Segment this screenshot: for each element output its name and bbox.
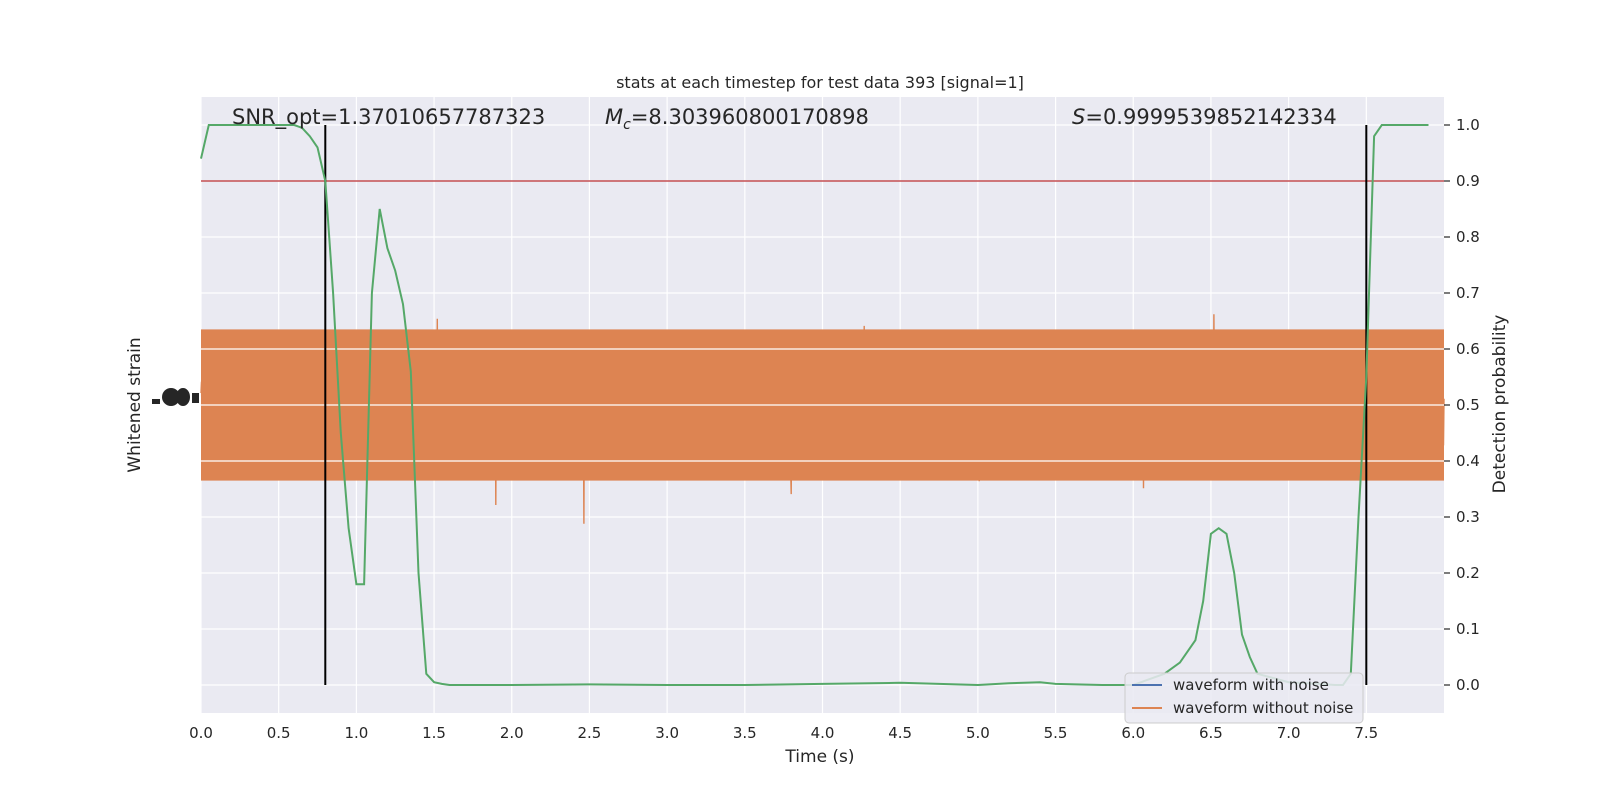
chirp-mass-annotation: Mc=8.303960800170898 — [605, 105, 869, 133]
y-tick-label: 0.7 — [1456, 284, 1480, 302]
x-tick-label: 5.5 — [1044, 724, 1068, 742]
legend: waveform with noise waveform without noi… — [1124, 672, 1364, 724]
x-tick-label: 3.5 — [733, 724, 757, 742]
y-tick-label: 0.1 — [1456, 620, 1480, 638]
x-tick-label: 2.5 — [578, 724, 602, 742]
x-tick-label: 1.5 — [422, 724, 446, 742]
y-tick-label: 0.5 — [1456, 396, 1480, 414]
right-axis-ticks: 0.0 0.1 0.2 0.3 0.4 0.5 0.6 0.7 0.8 0.9 1.0 — [1444, 116, 1480, 694]
y-tick-label: 0.9 — [1456, 172, 1480, 190]
legend-label-noise: waveform with noise — [1173, 676, 1329, 694]
s-symbol: S — [1072, 105, 1085, 129]
y-tick-label: 0.8 — [1456, 228, 1480, 246]
x-tick-label: 6.0 — [1121, 724, 1145, 742]
x-tick-label: 7.0 — [1277, 724, 1301, 742]
mc-subscript: c — [623, 117, 631, 133]
y-tick-label: 0.4 — [1456, 452, 1480, 470]
x-tick-label: 3.0 — [655, 724, 679, 742]
left-tick-blob — [152, 399, 160, 404]
x-tick-label: 4.5 — [888, 724, 912, 742]
y-axis-label-left: Whitened strain — [125, 337, 145, 472]
left-axis-decoration — [152, 388, 199, 406]
x-axis-label: Time (s) — [784, 747, 854, 767]
y-tick-label: 1.0 — [1456, 116, 1480, 134]
s-value: =0.9999539852142334 — [1085, 105, 1336, 129]
x-tick-label: 1.0 — [344, 724, 368, 742]
chart-title: stats at each timestep for test data 393… — [616, 73, 1024, 92]
mc-value: =8.303960800170898 — [631, 105, 869, 129]
y-tick-label: 0.6 — [1456, 340, 1480, 358]
left-tick-blob — [176, 388, 190, 406]
snr-annotation: SNR_opt=1.37010657787323 — [232, 105, 545, 130]
x-tick-label: 6.5 — [1199, 724, 1223, 742]
legend-label-clean: waveform without noise — [1173, 699, 1353, 717]
left-tick-blob — [192, 393, 199, 403]
y-axis-label-right: Detection probability — [1490, 315, 1510, 494]
legend-box — [1124, 672, 1364, 724]
s-annotation: S=0.9999539852142334 — [1072, 105, 1337, 129]
x-axis-ticks: 0.0 0.5 1.0 1.5 2.0 2.5 3.0 3.5 4.0 4.5 5.0 5.5 6.0 6… — [189, 724, 1378, 742]
left-tick-blob — [162, 388, 180, 406]
x-tick-label: 4.0 — [811, 724, 835, 742]
y-tick-label: 0.3 — [1456, 508, 1480, 526]
y-tick-label: 0.0 — [1456, 676, 1480, 694]
x-tick-label: 5.0 — [966, 724, 990, 742]
mc-symbol: M — [605, 105, 623, 129]
x-tick-label: 7.5 — [1354, 724, 1378, 742]
x-tick-label: 0.0 — [189, 724, 213, 742]
marker-layer — [324, 125, 1368, 685]
y-tick-label: 0.2 — [1456, 564, 1480, 582]
x-tick-label: 2.0 — [500, 724, 524, 742]
x-tick-label: 0.5 — [267, 724, 291, 742]
